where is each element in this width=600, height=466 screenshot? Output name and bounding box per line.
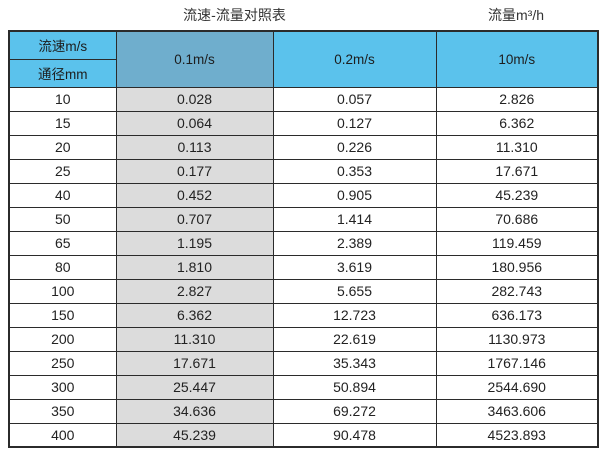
table-head: 流速m/s 0.1m/s 0.2m/s 10m/s 通径mm <box>8 30 599 88</box>
table-row: 40 0.452 0.905 45.239 <box>8 182 599 208</box>
column-header-velocity-1: 0.1m/s <box>115 30 274 88</box>
value-cell: 0.057 <box>272 86 437 112</box>
value-cell: 2.826 <box>435 86 599 112</box>
value-cell: 1767.146 <box>435 350 599 376</box>
value-cell: 1.810 <box>115 254 274 280</box>
value-cell: 22.619 <box>272 326 437 352</box>
value-cell: 45.239 <box>115 422 274 448</box>
diameter-cell: 40 <box>8 182 117 208</box>
value-cell: 25.447 <box>115 374 274 400</box>
table-row: 20 0.113 0.226 11.310 <box>8 134 599 160</box>
table-row: 350 34.636 69.272 3463.606 <box>8 398 599 424</box>
value-cell: 0.028 <box>115 86 274 112</box>
table-row: 100 2.827 5.655 282.743 <box>8 278 599 304</box>
value-cell: 11.310 <box>115 326 274 352</box>
diameter-cell: 25 <box>8 158 117 184</box>
table-row: 300 25.447 50.894 2544.690 <box>8 374 599 400</box>
diameter-cell: 20 <box>8 134 117 160</box>
page-header: 流速-流量对照表 流量m³/h <box>8 0 597 30</box>
table-row: 25 0.177 0.353 17.671 <box>8 158 599 184</box>
page-title: 流速-流量对照表 <box>183 7 286 23</box>
value-cell: 6.362 <box>115 302 274 328</box>
diameter-cell: 15 <box>8 110 117 136</box>
table-row: 200 11.310 22.619 1130.973 <box>8 326 599 352</box>
diameter-cell: 250 <box>8 350 117 376</box>
value-cell: 4523.893 <box>435 422 599 448</box>
value-cell: 1.414 <box>272 206 437 232</box>
value-cell: 3463.606 <box>435 398 599 424</box>
value-cell: 636.173 <box>435 302 599 328</box>
column-header-velocity-3: 10m/s <box>435 30 599 88</box>
value-cell: 34.636 <box>115 398 274 424</box>
table-body: 10 0.028 0.057 2.826 15 0.064 0.127 6.36… <box>8 86 599 448</box>
value-cell: 180.956 <box>435 254 599 280</box>
flow-table: 流速m/s 0.1m/s 0.2m/s 10m/s 通径mm 10 0.028 … <box>8 30 599 448</box>
table-row: 15 0.064 0.127 6.362 <box>8 110 599 136</box>
value-cell: 0.226 <box>272 134 437 160</box>
value-cell: 0.113 <box>115 134 274 160</box>
value-cell: 119.459 <box>435 230 599 256</box>
table-row: 10 0.028 0.057 2.826 <box>8 86 599 112</box>
table-row: 50 0.707 1.414 70.686 <box>8 206 599 232</box>
diameter-cell: 65 <box>8 230 117 256</box>
table-row: 150 6.362 12.723 636.173 <box>8 302 599 328</box>
header-row-top: 流速m/s 0.1m/s 0.2m/s 10m/s <box>8 30 599 88</box>
value-cell: 45.239 <box>435 182 599 208</box>
diameter-cell: 80 <box>8 254 117 280</box>
value-cell: 1130.973 <box>435 326 599 352</box>
value-cell: 6.362 <box>435 110 599 136</box>
value-cell: 2.389 <box>272 230 437 256</box>
value-cell: 0.452 <box>115 182 274 208</box>
diameter-cell: 350 <box>8 398 117 424</box>
value-cell: 35.343 <box>272 350 437 376</box>
value-cell: 17.671 <box>435 158 599 184</box>
value-cell: 1.195 <box>115 230 274 256</box>
value-cell: 0.353 <box>272 158 437 184</box>
value-cell: 50.894 <box>272 374 437 400</box>
value-cell: 90.478 <box>272 422 437 448</box>
table-row: 80 1.810 3.619 180.956 <box>8 254 599 280</box>
diameter-cell: 200 <box>8 326 117 352</box>
value-cell: 282.743 <box>435 278 599 304</box>
value-cell: 12.723 <box>272 302 437 328</box>
value-cell: 0.707 <box>115 206 274 232</box>
value-cell: 0.127 <box>272 110 437 136</box>
flow-unit-label: 流量m³/h <box>488 7 544 23</box>
diameter-cell: 400 <box>8 422 117 448</box>
table-row: 65 1.195 2.389 119.459 <box>8 230 599 256</box>
table-row: 400 45.239 90.478 4523.893 <box>8 422 599 448</box>
value-cell: 0.177 <box>115 158 274 184</box>
table-row: 250 17.671 35.343 1767.146 <box>8 350 599 376</box>
value-cell: 0.064 <box>115 110 274 136</box>
value-cell: 17.671 <box>115 350 274 376</box>
value-cell: 3.619 <box>272 254 437 280</box>
corner-velocity-label: 流速m/s <box>8 30 117 60</box>
diameter-cell: 10 <box>8 86 117 112</box>
value-cell: 0.905 <box>272 182 437 208</box>
value-cell: 2.827 <box>115 278 274 304</box>
value-cell: 2544.690 <box>435 374 599 400</box>
corner-diameter-label: 通径mm <box>8 58 117 88</box>
value-cell: 11.310 <box>435 134 599 160</box>
value-cell: 70.686 <box>435 206 599 232</box>
diameter-cell: 50 <box>8 206 117 232</box>
value-cell: 5.655 <box>272 278 437 304</box>
header-row-bottom: 通径mm <box>8 58 598 88</box>
diameter-cell: 100 <box>8 278 117 304</box>
diameter-cell: 300 <box>8 374 117 400</box>
value-cell: 69.272 <box>272 398 437 424</box>
column-header-velocity-2: 0.2m/s <box>272 30 437 88</box>
diameter-cell: 150 <box>8 302 117 328</box>
